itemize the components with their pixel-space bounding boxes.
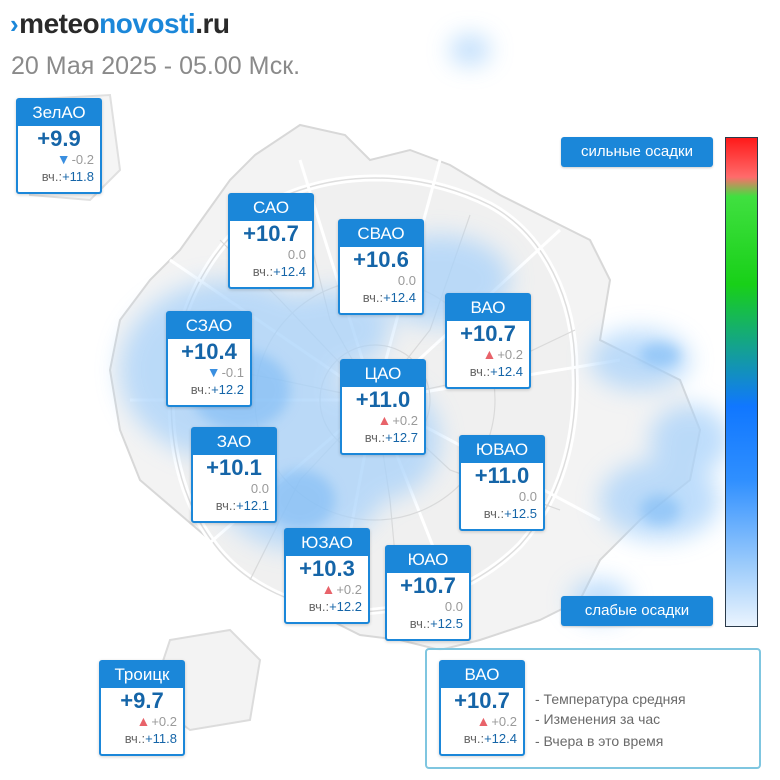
district-card-szao: СЗАО +10.4 ▼-0.1 вч.:+12.2	[166, 311, 252, 407]
district-name: СВАО	[340, 221, 422, 247]
district-change: ▼-0.1	[206, 364, 244, 380]
district-card-yuvao: ЮВАО +11.0 0.0 вч.:+12.5	[459, 435, 545, 531]
district-temp: +10.4	[181, 339, 237, 364]
precip-weak-label: слабые осадки	[561, 596, 713, 626]
district-card-zelao: ЗелАО +9.9 ▼-0.2 вч.:+11.8	[16, 98, 102, 194]
district-yesterday: вч.:+12.4	[362, 290, 416, 305]
district-change: ▲+0.2	[476, 713, 517, 729]
district-change: 0.0	[287, 247, 306, 262]
district-yesterday: вч.:+11.8	[41, 169, 94, 184]
district-temp: +10.6	[353, 247, 409, 272]
district-name: ВАО	[441, 662, 523, 688]
district-yesterday: вч.:+12.2	[308, 599, 362, 614]
district-change: ▲+0.2	[482, 346, 523, 362]
logo-domain: .ru	[195, 8, 230, 39]
precip-strong-label: сильные осадки	[561, 137, 713, 167]
district-yesterday: вч.:+12.1	[215, 498, 269, 513]
district-card-sao: САО +10.7 0.0 вч.:+12.4	[228, 193, 314, 289]
district-change: ▲+0.2	[321, 581, 362, 597]
legend-sample-card: ВАО +10.7 ▲+0.2 вч.:+12.4	[439, 660, 525, 756]
district-change: 0.0	[518, 489, 537, 504]
change-arrow-icon: ▼	[206, 364, 221, 380]
district-temp: +11.0	[474, 463, 530, 488]
district-name: ЗелАО	[18, 100, 100, 126]
legend-line-yesterday: - Вчера в это время	[535, 733, 664, 749]
change-arrow-icon: ▲	[377, 412, 392, 428]
district-temp: +9.7	[120, 688, 164, 713]
legend-line-avg-temp: - Температура средняя	[535, 691, 686, 707]
district-name: САО	[230, 195, 312, 221]
district-change: ▲+0.2	[377, 412, 418, 428]
district-card-svao: СВАО +10.6 0.0 вч.:+12.4	[338, 219, 424, 315]
district-temp: +11.0	[355, 387, 411, 412]
district-yesterday: вч.:+12.4	[469, 364, 523, 379]
logo-novosti: novosti	[99, 8, 196, 39]
legend-line-hourly-change: - Изменения за час	[535, 711, 661, 727]
district-temp: +10.7	[243, 221, 299, 246]
district-change: ▲+0.2	[136, 713, 177, 729]
precip-scale-bar	[725, 137, 758, 627]
district-temp: +10.7	[460, 321, 516, 346]
district-name: ЮВАО	[461, 437, 543, 463]
district-name: ВАО	[447, 295, 529, 321]
district-name: ЗАО	[193, 429, 275, 455]
district-temp: +10.7	[454, 688, 510, 713]
district-card-troick: Троицк +9.7 ▲+0.2 вч.:+11.8	[99, 660, 185, 756]
site-logo[interactable]: ›meteonovosti.ru	[10, 6, 230, 42]
forecast-datetime: 20 Мая 2025 - 05.00 Мск.	[11, 52, 301, 80]
change-arrow-icon: ▲	[136, 713, 151, 729]
district-yesterday: вч.:+12.7	[364, 430, 418, 445]
district-name: ЦАО	[342, 361, 424, 387]
district-name: СЗАО	[168, 313, 250, 339]
district-temp: +10.3	[299, 556, 355, 581]
district-yesterday: вч.:+12.4	[463, 731, 517, 746]
district-change: ▼-0.2	[56, 151, 94, 167]
change-arrow-icon: ▲	[476, 713, 491, 729]
district-name: Троицк	[101, 662, 183, 688]
change-arrow-icon: ▲	[482, 346, 497, 362]
district-yesterday: вч.:+12.5	[409, 616, 463, 631]
district-card-cao: ЦАО +11.0 ▲+0.2 вч.:+12.7	[340, 359, 426, 455]
district-card-zao: ЗАО +10.1 0.0 вч.:+12.1	[191, 427, 277, 523]
district-yesterday: вч.:+12.2	[190, 382, 244, 397]
logo-mark-icon: ›	[10, 9, 19, 39]
change-arrow-icon: ▲	[321, 581, 336, 597]
district-temp: +10.7	[400, 573, 456, 598]
district-card-yuao: ЮАО +10.7 0.0 вч.:+12.5	[385, 545, 471, 641]
district-card-yuzao: ЮЗАО +10.3 ▲+0.2 вч.:+12.2	[284, 528, 370, 624]
logo-meteo: meteo	[19, 8, 100, 39]
district-temp: +9.9	[37, 126, 81, 151]
district-change: 0.0	[250, 481, 269, 496]
district-name: ЮАО	[387, 547, 469, 573]
district-name: ЮЗАО	[286, 530, 368, 556]
district-change: 0.0	[397, 273, 416, 288]
district-yesterday: вч.:+12.4	[252, 264, 306, 279]
district-yesterday: вч.:+12.5	[483, 506, 537, 521]
change-arrow-icon: ▼	[56, 151, 71, 167]
district-card-vao: ВАО +10.7 ▲+0.2 вч.:+12.4	[445, 293, 531, 389]
district-yesterday: вч.:+11.8	[124, 731, 177, 746]
district-temp: +10.1	[206, 455, 262, 480]
district-change: 0.0	[444, 599, 463, 614]
